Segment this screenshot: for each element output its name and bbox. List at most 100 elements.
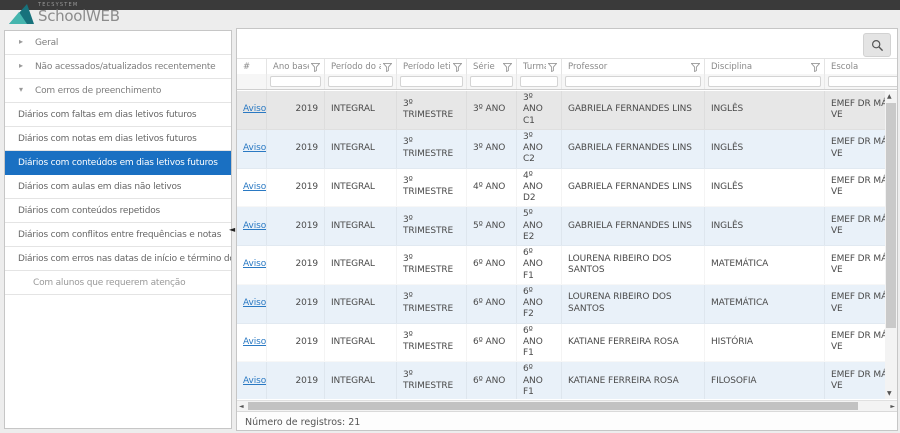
top-dark-bar	[0, 0, 900, 10]
filter-funnel-icon[interactable]	[691, 63, 700, 72]
column-header-disciplina[interactable]: Disciplina	[705, 59, 825, 74]
cell-avisos: Avisos	[237, 130, 267, 168]
cell-escola: EMEF DR MÁRIO VE	[825, 324, 885, 362]
chevron-down-icon: ▾	[19, 85, 23, 94]
column-header-serie[interactable]: Série	[467, 59, 517, 74]
brand-product: SchoolWEB	[38, 9, 120, 24]
cell-disciplina: INGLÊS	[705, 169, 825, 207]
cell-serie: 6º ANO	[467, 362, 517, 399]
filter-funnel-icon[interactable]	[503, 63, 512, 72]
filter-input-disciplina[interactable]	[708, 76, 821, 87]
column-header-label: Professor	[568, 62, 689, 72]
sidebar-item-6[interactable]: Diários com aulas em dias não letivos	[5, 175, 231, 199]
column-header-professor[interactable]: Professor	[562, 59, 705, 74]
table-row: Avisos2019INTEGRAL3º TRIMESTRE6º ANO6º A…	[237, 324, 885, 363]
cell-turma: 3º ANO C1	[517, 91, 562, 129]
sidebar-collapse-icon[interactable]: ◄	[229, 226, 235, 234]
vertical-scroll-thumb[interactable]	[886, 103, 896, 328]
avisos-link[interactable]: Avisos	[243, 143, 267, 154]
column-header-escola[interactable]: Escola	[825, 59, 897, 74]
cell-ano_base: 2019	[267, 324, 325, 362]
filter-input-periodo_letivo[interactable]	[400, 76, 463, 87]
cell-periodo_letivo: 3º TRIMESTRE	[397, 207, 467, 245]
column-header-periodo_letivo[interactable]: Período letivo	[397, 59, 467, 74]
cell-avisos: Avisos	[237, 207, 267, 245]
column-header-label: Ano base	[273, 62, 309, 72]
sidebar-item-9[interactable]: Diários com erros nas datas de início e …	[5, 247, 231, 271]
cell-avisos: Avisos	[237, 362, 267, 399]
cell-escola: EMEF DR MÁRIO VE	[825, 362, 885, 399]
column-header-periodo_do_ano[interactable]: Período do ano	[325, 59, 397, 74]
cell-professor: GABRIELA FERNANDES LINS	[562, 169, 705, 207]
sidebar-item-3[interactable]: Diários com faltas em dias letivos futur…	[5, 103, 231, 127]
search-icon	[871, 39, 884, 52]
filter-input-turma[interactable]	[520, 76, 558, 87]
filter-input-ano_base[interactable]	[270, 76, 321, 87]
sidebar-item-4[interactable]: Diários com notas em dias letivos futuro…	[5, 127, 231, 151]
avisos-link[interactable]: Avisos	[243, 337, 267, 348]
cell-escola: EMEF DR MÁRIO VE	[825, 246, 885, 284]
scroll-up-icon[interactable]: ▲	[887, 93, 892, 100]
cell-professor: KATIANE FERREIRA ROSA	[562, 324, 705, 362]
avisos-link[interactable]: Avisos	[243, 182, 267, 193]
sidebar-item-0[interactable]: ▸Geral	[5, 31, 231, 55]
sidebar-item-label: Não acessados/atualizados recentemente	[35, 62, 216, 72]
cell-serie: 5º ANO	[467, 207, 517, 245]
grid-toolbar	[237, 29, 897, 58]
cell-serie: 6º ANO	[467, 324, 517, 362]
vertical-scrollbar[interactable]: ▲ ▼	[885, 91, 897, 399]
filter-cell-escola	[825, 74, 897, 90]
filter-funnel-icon[interactable]	[811, 63, 820, 72]
cell-professor: GABRIELA FERNANDES LINS	[562, 130, 705, 168]
sidebar-item-2[interactable]: ▾Com erros de preenchimento	[5, 79, 231, 103]
column-header-ano_base[interactable]: Ano base	[267, 59, 325, 74]
cell-periodo_do_ano: INTEGRAL	[325, 91, 397, 129]
cell-disciplina: HISTÓRIA	[705, 324, 825, 362]
cell-avisos: Avisos	[237, 285, 267, 323]
sidebar-item-1[interactable]: ▸Não acessados/atualizados recentemente	[5, 55, 231, 79]
horizontal-scroll-thumb[interactable]	[248, 402, 858, 410]
table-row: Avisos2019INTEGRAL3º TRIMESTRE3º ANO3º A…	[237, 130, 885, 169]
cell-periodo_letivo: 3º TRIMESTRE	[397, 324, 467, 362]
scroll-left-icon[interactable]: ◄	[239, 403, 244, 410]
app-logo: TECSYSTEM SchoolWEB	[8, 1, 120, 25]
filter-funnel-icon[interactable]	[548, 63, 557, 72]
avisos-link[interactable]: Avisos	[243, 298, 267, 309]
column-header-label: Série	[473, 62, 501, 72]
search-button[interactable]	[863, 33, 891, 57]
cell-periodo_do_ano: INTEGRAL	[325, 324, 397, 362]
filter-funnel-icon[interactable]	[383, 63, 392, 72]
cell-ano_base: 2019	[267, 207, 325, 245]
scroll-right-icon[interactable]: ►	[890, 403, 895, 410]
column-header-avisos[interactable]: #	[237, 59, 267, 74]
table-row: Avisos2019INTEGRAL3º TRIMESTRE3º ANO3º A…	[237, 91, 885, 130]
column-header-turma[interactable]: Turma	[517, 59, 562, 74]
column-header-label: Período letivo	[403, 62, 451, 72]
avisos-link[interactable]: Avisos	[243, 376, 267, 387]
cell-escola: EMEF DR MÁRIO VE	[825, 285, 885, 323]
sidebar-item-8[interactable]: Diários com conflitos entre frequências …	[5, 223, 231, 247]
filter-funnel-icon[interactable]	[311, 63, 320, 72]
sidebar-item-7[interactable]: Diários com conteúdos repetidos	[5, 199, 231, 223]
filter-funnel-icon[interactable]	[453, 63, 462, 72]
sidebar-nav: ▸Geral▸Não acessados/atualizados recente…	[4, 30, 232, 429]
horizontal-scrollbar[interactable]: ◄ ►	[237, 400, 897, 411]
avisos-link[interactable]: Avisos	[243, 221, 267, 232]
cell-disciplina: MATEMÁTICA	[705, 285, 825, 323]
filter-input-escola[interactable]	[828, 76, 897, 87]
cell-periodo_letivo: 3º TRIMESTRE	[397, 91, 467, 129]
cell-periodo_do_ano: INTEGRAL	[325, 169, 397, 207]
filter-input-periodo_do_ano[interactable]	[328, 76, 393, 87]
sidebar-item-10[interactable]: Com alunos que requerem atenção	[5, 271, 231, 295]
cell-professor: LOURENA RIBEIRO DOS SANTOS	[562, 285, 705, 323]
scroll-down-icon[interactable]: ▼	[887, 390, 892, 397]
filter-input-serie[interactable]	[470, 76, 513, 87]
avisos-link[interactable]: Avisos	[243, 104, 267, 115]
cell-periodo_do_ano: INTEGRAL	[325, 130, 397, 168]
cell-avisos: Avisos	[237, 91, 267, 129]
filter-input-professor[interactable]	[565, 76, 701, 87]
cell-escola: EMEF DR MÁRIO VE	[825, 130, 885, 168]
sidebar-item-5[interactable]: Diários com conteúdos em dias letivos fu…	[5, 151, 231, 175]
avisos-link[interactable]: Avisos	[243, 259, 267, 270]
cell-ano_base: 2019	[267, 91, 325, 129]
